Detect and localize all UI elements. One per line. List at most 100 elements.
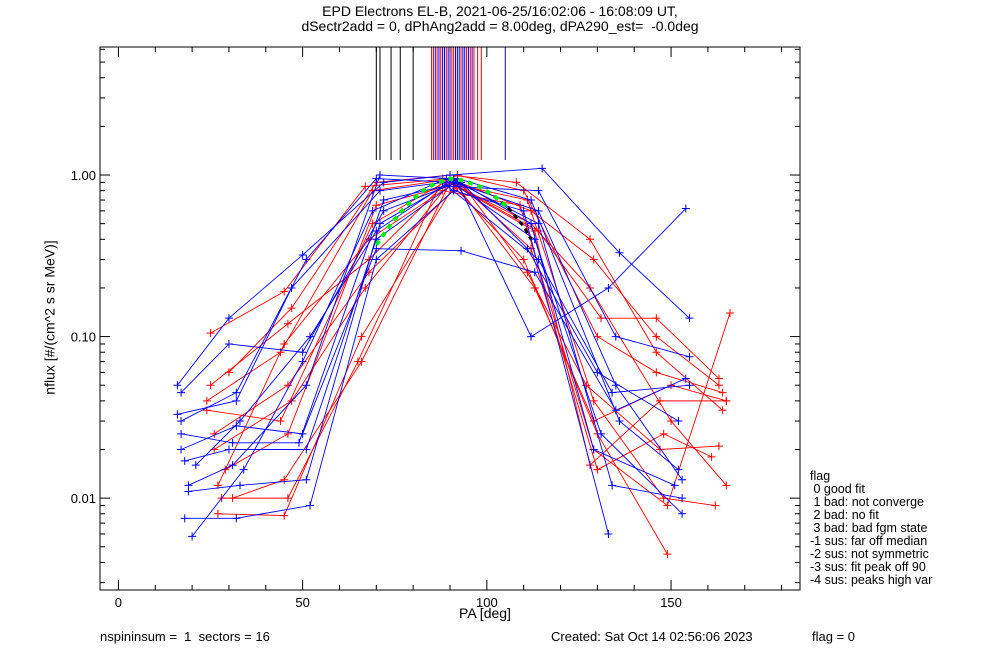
series-red-point — [711, 501, 720, 510]
series-red-line — [213, 181, 727, 486]
series-blue-point — [670, 481, 679, 490]
x-tick-label: 50 — [295, 595, 309, 610]
fit-curve-green — [374, 176, 511, 246]
series-blue-line — [180, 181, 679, 444]
series-blue-point — [177, 429, 186, 438]
series-blue-point — [608, 481, 617, 490]
series-red-line — [225, 181, 719, 471]
series-blue-point — [180, 456, 189, 465]
series-blue-point — [184, 481, 193, 490]
series-blue — [184, 171, 687, 503]
series-red-point — [523, 268, 532, 277]
series-blue-line — [180, 178, 683, 480]
x-tick-label: 100 — [476, 595, 498, 610]
series-blue-point — [177, 417, 186, 426]
series-red-point — [663, 550, 672, 559]
series-blue-point — [527, 332, 536, 341]
series-blue-point — [681, 374, 690, 383]
series-red-point — [589, 255, 598, 264]
series-blue-point — [302, 475, 311, 484]
series-blue-point — [681, 204, 690, 213]
series-red-point — [652, 348, 661, 357]
series-blue — [177, 178, 690, 397]
series-blue-point — [228, 438, 237, 447]
series-blue — [177, 174, 687, 484]
series-red-point — [287, 304, 296, 313]
series-blue-point — [379, 196, 388, 205]
series-red-point — [202, 396, 211, 405]
series-red-point — [718, 406, 727, 415]
x-tick-label: 150 — [660, 595, 682, 610]
series-blue-point — [302, 445, 311, 454]
series-blue — [180, 182, 694, 465]
chart-title-line2: dSectr2add = 0, dPhAng2add = 8.00deg, dP… — [301, 18, 699, 34]
series-red-point — [206, 329, 215, 338]
series-blue-line — [188, 178, 679, 492]
series-red — [224, 171, 727, 415]
series-red-point — [372, 201, 381, 210]
legend-entry: -4 sus: peaks high var — [810, 573, 933, 587]
series-red-line — [232, 181, 720, 499]
series-red-line — [221, 177, 727, 499]
series-red-point — [228, 494, 237, 503]
series-blue-point — [534, 186, 543, 195]
series-blue-point — [379, 178, 388, 187]
series-red-line — [228, 174, 723, 411]
series-blue — [180, 186, 613, 538]
series-red-point — [519, 255, 528, 264]
series-blue-point — [287, 283, 296, 292]
series-blue-point — [685, 352, 694, 361]
series-red-point — [280, 475, 289, 484]
series-red-point — [652, 368, 661, 377]
series-blue-point — [298, 429, 307, 438]
series-red-point — [361, 283, 370, 292]
footer-spin-info: nspininsum = 1 sectors = 16 — [100, 629, 270, 644]
series-red — [202, 171, 727, 426]
series-blue-point — [611, 406, 620, 415]
series-red-point — [213, 509, 222, 518]
series-blue-line — [180, 181, 687, 393]
series-blue-point — [685, 381, 694, 390]
y-tick-label: 1.00 — [71, 168, 96, 183]
series-red-point — [652, 332, 661, 341]
series-blue-line — [184, 190, 609, 535]
series-blue-line — [191, 178, 683, 537]
series-red-point — [707, 452, 716, 461]
series-red-point — [652, 314, 661, 323]
series-red-point — [283, 429, 292, 438]
series-blue-point — [611, 332, 620, 341]
series-red-point — [283, 319, 292, 328]
series-red-point — [276, 417, 285, 426]
series-blue-point — [527, 219, 536, 228]
series-blue-point — [372, 227, 381, 236]
series-blue-point — [232, 388, 241, 397]
series-blue-point — [608, 388, 617, 397]
series-blue — [184, 174, 683, 496]
series-red-line — [217, 190, 731, 507]
series-blue-point — [232, 514, 241, 523]
series-blue-point — [236, 417, 244, 426]
legend-entry: 2 bad: no fit — [810, 508, 879, 522]
series-red — [210, 182, 731, 438]
legend-entry: -2 sus: not symmetric — [810, 547, 929, 561]
series-blue-point — [298, 250, 307, 259]
series-red-line — [206, 178, 712, 471]
series-blue-point — [302, 381, 311, 390]
series-red-point — [714, 381, 723, 390]
series-red-point — [663, 501, 672, 510]
series-blue-point — [173, 410, 182, 419]
series-red-point — [667, 417, 676, 426]
legend-title: flag — [810, 469, 831, 483]
series-blue-point — [604, 529, 613, 538]
series-blue-point — [173, 381, 182, 390]
series-blue-point — [236, 481, 244, 490]
legend-entry: 1 bad: not converge — [810, 495, 924, 509]
series-blue-point — [379, 206, 388, 215]
series-blue-point — [615, 417, 624, 426]
series-blue-point — [604, 283, 613, 292]
series-blue-point — [685, 314, 694, 323]
chart-title-line1: EPD Electrons EL-B, 2021-06-25/16:02:06 … — [322, 3, 678, 19]
series-blue-point — [678, 475, 687, 484]
series-blue-point — [298, 357, 307, 366]
series-blue-point — [294, 438, 303, 447]
